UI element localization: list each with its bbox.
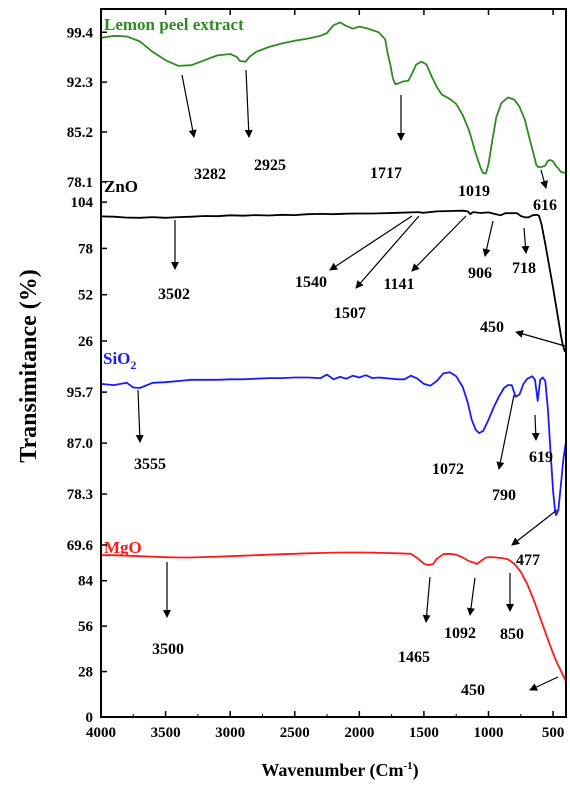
y-tick-label: 26 bbox=[78, 334, 94, 350]
x-tick-label: 3500 bbox=[151, 725, 181, 741]
x-tick-label: 4000 bbox=[86, 725, 116, 741]
y-tick-label: 84 bbox=[78, 574, 94, 590]
peak-arrow bbox=[411, 215, 467, 272]
y-tick-label: 56 bbox=[78, 619, 94, 635]
peak-label: 1465 bbox=[398, 649, 430, 666]
peak-arrow bbox=[515, 330, 566, 347]
x-tick-label: 2500 bbox=[280, 725, 310, 741]
y-tick-label: 85.2 bbox=[67, 125, 93, 141]
peak-arrow bbox=[181, 74, 197, 138]
y-axis-title: Transimitance (%) bbox=[16, 269, 42, 463]
x-tick-label: 2000 bbox=[344, 725, 374, 741]
peak-label: 616 bbox=[533, 197, 557, 214]
y-tick-label: 52 bbox=[78, 288, 93, 304]
y-tick-label: 78.1 bbox=[67, 175, 93, 191]
plot-frame bbox=[100, 8, 567, 718]
peak-label: 3502 bbox=[158, 286, 190, 303]
peak-label: 3555 bbox=[134, 456, 166, 473]
y-tick-label: 78 bbox=[78, 241, 93, 257]
x-tick-label: 1500 bbox=[409, 725, 439, 741]
peak-arrow bbox=[422, 576, 431, 623]
y-tick-label: 78.3 bbox=[67, 487, 93, 503]
peak-arrow bbox=[511, 509, 558, 546]
peak-arrow bbox=[355, 215, 420, 289]
peak-label: 1141 bbox=[383, 276, 414, 293]
peak-arrow bbox=[496, 394, 515, 470]
peak-arrow bbox=[540, 169, 548, 189]
peak-arrow bbox=[531, 414, 540, 441]
axes: 99.4 92.3 85.2 78.1 104 78 52 26 95.7 87.0 78.3 69.… bbox=[67, 8, 567, 741]
peak-annotations: 3282 2925 1717 1019 616 3502 1540 1507 1141 906 71… bbox=[134, 69, 566, 699]
y-tick-label: 28 bbox=[78, 665, 93, 681]
y-tick-label: 95.7 bbox=[67, 385, 94, 401]
peak-label: 1072 bbox=[432, 461, 464, 478]
y-tick-label: 69.6 bbox=[67, 538, 94, 554]
y-tick-label: 92.3 bbox=[67, 75, 93, 91]
peak-arrow bbox=[529, 676, 559, 691]
peak-label: 1507 bbox=[334, 305, 366, 322]
peak-label: 3282 bbox=[194, 166, 226, 183]
y-tick-label: 0 bbox=[86, 710, 94, 726]
x-axis-title: Wavenumber (Cm-1) bbox=[261, 760, 418, 781]
peak-label: 450 bbox=[480, 319, 504, 336]
peak-label: 2925 bbox=[254, 157, 286, 174]
series-label: MgO bbox=[104, 538, 142, 557]
peak-label: 450 bbox=[461, 682, 485, 699]
peak-arrow bbox=[466, 577, 476, 616]
peak-arrow bbox=[521, 227, 530, 254]
y-tick-label: 104 bbox=[71, 195, 94, 211]
peak-arrow bbox=[329, 215, 413, 271]
x-tick-label: 1000 bbox=[474, 725, 504, 741]
peak-label: 1092 bbox=[444, 625, 476, 642]
x-tick-label: 3000 bbox=[215, 725, 245, 741]
series-line-0 bbox=[100, 21, 566, 175]
peak-label: 1019 bbox=[458, 183, 490, 200]
series-line-2 bbox=[100, 371, 567, 516]
y-tick-label: 87.0 bbox=[67, 436, 93, 452]
peak-arrow bbox=[135, 389, 144, 443]
series-layer: Lemon peel extract ZnO SiO2 MgO bbox=[100, 15, 567, 682]
series-line-1 bbox=[100, 209, 566, 353]
y-tick-label: 99.4 bbox=[67, 25, 94, 41]
series-label: SiO2 bbox=[103, 349, 136, 372]
series-label: Lemon peel extract bbox=[104, 15, 244, 34]
peak-label: 906 bbox=[468, 265, 492, 282]
series-label: ZnO bbox=[104, 177, 138, 196]
series-line-3 bbox=[101, 551, 567, 682]
peak-label: 619 bbox=[529, 449, 553, 466]
peak-label: 718 bbox=[512, 260, 536, 277]
peak-arrow bbox=[244, 69, 253, 138]
peak-label: 3500 bbox=[152, 641, 184, 658]
peak-label: 850 bbox=[500, 626, 524, 643]
x-tick-label: 500 bbox=[542, 725, 565, 741]
peak-label: 477 bbox=[516, 552, 540, 569]
peak-label: 1540 bbox=[295, 274, 327, 291]
peak-label: 1717 bbox=[370, 165, 402, 182]
peak-arrow bbox=[482, 220, 494, 257]
peak-label: 790 bbox=[492, 487, 516, 504]
